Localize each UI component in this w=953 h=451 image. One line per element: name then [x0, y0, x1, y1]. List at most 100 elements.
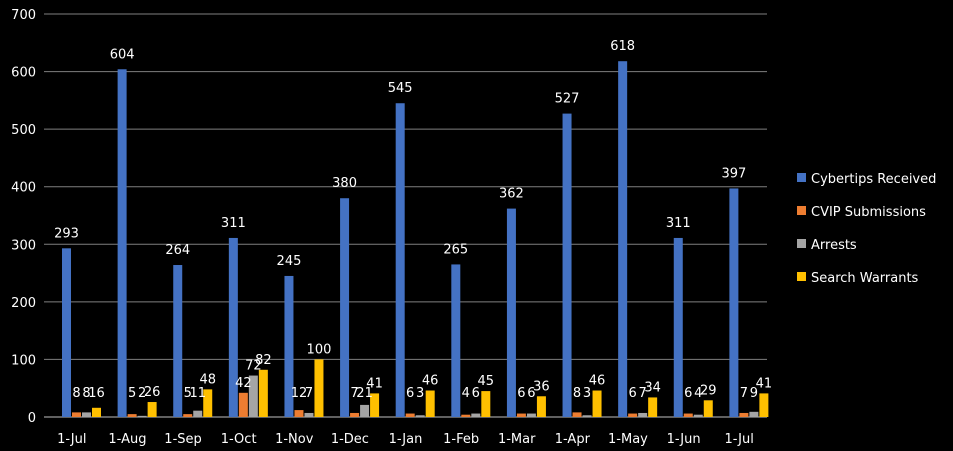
bar-arrests — [360, 404, 370, 417]
data-label: 4 — [694, 386, 702, 401]
bar-search-warrants — [425, 390, 435, 417]
bar-cybertips-received — [395, 103, 405, 417]
data-label: 41 — [756, 376, 773, 391]
bar-cvip-submissions — [72, 412, 81, 417]
data-label: 45 — [478, 374, 495, 389]
x-tick-label: 1-Aug — [108, 432, 146, 447]
bar-search-warrants — [703, 400, 713, 417]
bar-cybertips-received — [618, 61, 628, 418]
y-tick-label: 100 — [11, 353, 36, 368]
bar-arrests — [304, 412, 314, 417]
bar-arrests — [526, 413, 536, 417]
legend-label: Search Warrants — [811, 271, 919, 286]
bar-search-warrants — [203, 389, 213, 417]
data-label: 6 — [517, 386, 525, 401]
y-tick-label: 0 — [28, 411, 36, 426]
bar-arrests — [693, 414, 703, 417]
data-label: 36 — [533, 379, 550, 394]
y-tick-label: 700 — [11, 8, 36, 23]
x-tick-label: 1-Oct — [221, 432, 257, 447]
data-label: 6 — [527, 386, 535, 401]
bar-cvip-submissions — [127, 414, 137, 417]
x-tick-label: 1-Jun — [667, 432, 701, 447]
data-label: 3 — [583, 386, 591, 401]
bar-arrests — [471, 413, 481, 417]
data-label: 245 — [277, 254, 302, 269]
data-label: 8 — [72, 386, 80, 401]
bar-cybertips-received — [506, 208, 516, 417]
bar-cvip-submissions — [294, 410, 304, 417]
data-label: 16 — [88, 386, 105, 401]
y-tick-label: 600 — [11, 66, 36, 81]
data-label: 545 — [388, 81, 413, 96]
data-label: 100 — [307, 342, 332, 357]
data-label: 42 — [235, 376, 252, 391]
y-tick-label: 200 — [11, 296, 36, 311]
data-label: 264 — [165, 243, 190, 258]
bar-cvip-submissions — [238, 392, 248, 417]
data-label: 21 — [356, 386, 373, 401]
legend-swatch — [797, 173, 806, 182]
bar-search-warrants — [147, 402, 157, 417]
bars — [62, 61, 769, 418]
bar-search-warrants — [92, 407, 101, 417]
data-label: 82 — [255, 353, 272, 368]
x-axis-ticks: 1-Jul 1-Aug 1-Sep 1-Oct 1-Nov 1-Dec 1-Jan 1-Feb… — [57, 432, 754, 447]
data-label: 8 — [573, 386, 581, 401]
x-tick-label: 1-Apr — [555, 432, 591, 447]
legend-label: Arrests — [811, 238, 857, 253]
data-label: 46 — [589, 374, 606, 389]
data-label: 527 — [555, 92, 580, 107]
bar-cvip-submissions — [183, 414, 193, 417]
bar-cvip-submissions — [628, 413, 638, 417]
data-label: 265 — [443, 242, 468, 257]
x-tick-label: 1-Nov — [275, 432, 314, 447]
legend-swatch — [797, 206, 806, 215]
data-label: 41 — [366, 376, 383, 391]
bar-arrests — [582, 415, 592, 417]
data-label: 46 — [422, 374, 439, 389]
data-label: 34 — [644, 380, 661, 395]
bar-arrests — [638, 412, 648, 417]
data-label: 4 — [462, 386, 470, 401]
data-label: 618 — [610, 39, 635, 54]
data-label: 6 — [406, 386, 414, 401]
bar-arrests — [193, 410, 203, 417]
data-label: 6 — [684, 386, 692, 401]
data-label: 604 — [110, 47, 135, 62]
bar-cybertips-received — [284, 275, 294, 417]
data-label: 72 — [245, 359, 262, 374]
data-label: 29 — [700, 383, 717, 398]
data-label: 362 — [499, 187, 524, 202]
bar-arrests — [415, 415, 425, 417]
bar-cvip-submissions — [516, 413, 526, 417]
bar-cybertips-received — [562, 113, 572, 417]
legend-swatch — [797, 272, 806, 281]
legend: Cybertips Received CVIP Submissions Arrest… — [797, 172, 936, 286]
data-label: 9 — [750, 386, 758, 401]
data-label: 380 — [332, 176, 357, 191]
x-tick-label: 1-Jul — [725, 432, 754, 447]
x-tick-label: 1-May — [608, 432, 648, 447]
bar-arrests — [749, 411, 759, 417]
bar-cvip-submissions — [405, 413, 415, 417]
bar-cvip-submissions — [572, 412, 582, 417]
data-label: 26 — [144, 385, 161, 400]
x-tick-label: 1-Jul — [57, 432, 86, 447]
bar-search-warrants — [759, 393, 769, 417]
data-label: 3 — [416, 386, 424, 401]
data-label: 7 — [740, 386, 748, 401]
legend-label: Cybertips Received — [811, 172, 936, 187]
data-label: 8 — [82, 386, 90, 401]
bar-arrests — [137, 415, 147, 417]
bar-cybertips-received — [117, 69, 127, 418]
bar-cybertips-received — [173, 265, 183, 417]
bar-cvip-submissions — [683, 413, 693, 417]
bar-arrests — [248, 375, 258, 417]
data-label: 5 — [184, 386, 192, 401]
bar-cybertips-received — [340, 198, 350, 417]
data-label: 11 — [189, 386, 206, 401]
